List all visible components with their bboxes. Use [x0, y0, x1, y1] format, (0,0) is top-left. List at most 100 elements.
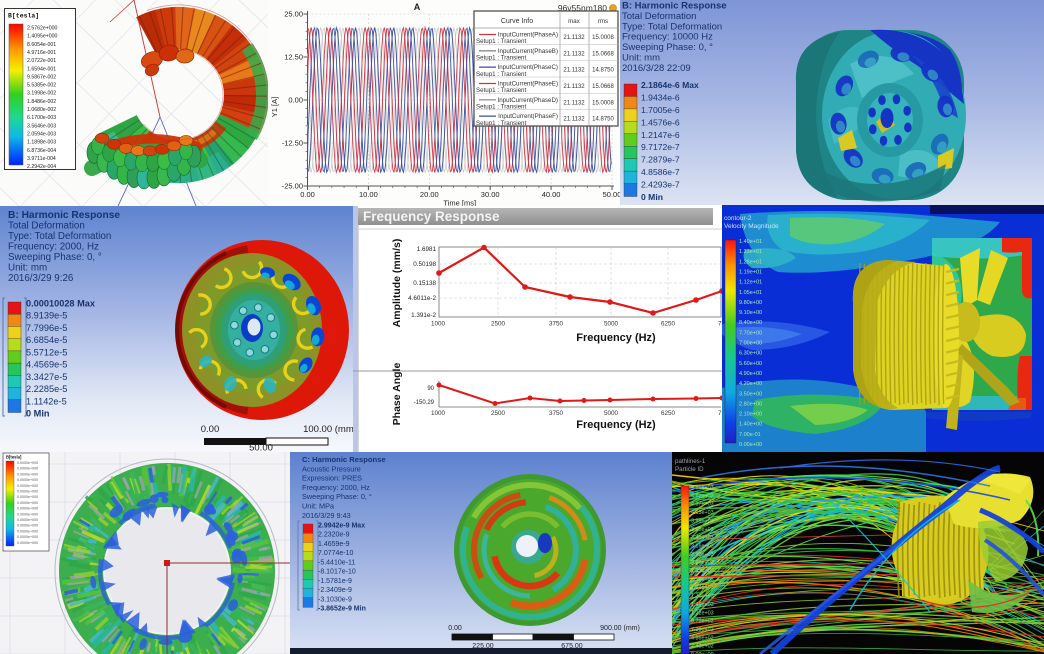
svg-text:Sweeping Phase: 0, °: Sweeping Phase: 0, ° [622, 42, 713, 53]
svg-text:3.5646e-003: 3.5646e-003 [27, 123, 56, 129]
svg-text:Frequency: 10000 Hz: Frequency: 10000 Hz [622, 32, 713, 43]
svg-text:12.50: 12.50 [284, 53, 303, 62]
svg-text:21.1132: 21.1132 [563, 117, 585, 123]
svg-text:Frequency (Hz): Frequency (Hz) [576, 419, 656, 431]
svg-text:Setup1 : Transient: Setup1 : Transient [476, 55, 526, 62]
svg-text:-25.00: -25.00 [282, 182, 303, 191]
svg-text:-2.3409e-9: -2.3409e-9 [318, 587, 352, 594]
svg-text:4.86e+03: 4.86e+03 [691, 485, 714, 491]
svg-text:8.40e+00: 8.40e+00 [739, 320, 762, 326]
svg-text:-12.50: -12.50 [282, 139, 303, 148]
svg-text:1.2147e-6: 1.2147e-6 [641, 130, 680, 140]
svg-text:1.9434e-6: 1.9434e-6 [641, 92, 680, 102]
svg-text:5.5385e-002: 5.5385e-002 [27, 83, 56, 89]
svg-text:0.0000e+000: 0.0000e+000 [17, 541, 38, 545]
svg-text:4.4569e-5: 4.4569e-5 [26, 360, 67, 370]
svg-text:max: max [568, 18, 581, 25]
svg-text:1.26e+01: 1.26e+01 [739, 259, 762, 265]
svg-text:9.72e+02: 9.72e+02 [691, 619, 714, 625]
svg-text:1.6981: 1.6981 [417, 246, 437, 253]
svg-text:7.00e+00: 7.00e+00 [739, 341, 762, 347]
svg-text:4.20e+00: 4.20e+00 [739, 381, 762, 387]
svg-text:6.6854e-5: 6.6854e-5 [26, 335, 67, 345]
svg-text:Sweeping Phase: 0, °: Sweeping Phase: 0, ° [8, 252, 102, 263]
svg-text:900.00 (mm): 900.00 (mm) [600, 625, 640, 632]
svg-text:8.6054e-001: 8.6054e-001 [27, 42, 56, 48]
svg-text:2500: 2500 [491, 410, 506, 417]
svg-text:Sweeping Phase: 0, °: Sweeping Phase: 0, ° [302, 492, 372, 501]
svg-text:B: Harmonic Response: B: Harmonic Response [622, 1, 727, 12]
svg-text:5.60e+00: 5.60e+00 [739, 361, 762, 367]
svg-text:1.8486e-002: 1.8486e-002 [27, 99, 56, 105]
svg-text:9.10e+00: 9.10e+00 [739, 310, 762, 316]
svg-text:2.1864e-6 Max: 2.1864e-6 Max [641, 80, 699, 90]
svg-text:contour-2: contour-2 [724, 215, 752, 222]
svg-text:15.0008: 15.0008 [592, 100, 614, 106]
svg-text:2016/3/29 9:43: 2016/3/29 9:43 [302, 511, 351, 520]
svg-text:0.0000e+000: 0.0000e+000 [17, 518, 38, 522]
svg-text:InputCurrent(PhaseA): InputCurrent(PhaseA) [498, 32, 558, 39]
svg-text:1.4095e+000: 1.4095e+000 [27, 34, 58, 40]
svg-text:-3.8652e-9 Min: -3.8652e-9 Min [318, 606, 366, 613]
svg-text:50.00: 50.00 [249, 443, 273, 454]
svg-text:0.00: 0.00 [201, 424, 220, 435]
svg-text:-150.29: -150.29 [414, 400, 435, 406]
svg-text:1.46e+03: 1.46e+03 [691, 602, 714, 608]
svg-text:1.1142e-5: 1.1142e-5 [26, 396, 67, 406]
svg-text:1.7005e-6: 1.7005e-6 [641, 105, 680, 115]
svg-text:2.10e+00: 2.10e+00 [739, 412, 762, 418]
svg-text:3.1998e-002: 3.1998e-002 [27, 91, 56, 97]
svg-text:25.00: 25.00 [284, 10, 303, 19]
svg-text:7500: 7500 [718, 410, 733, 417]
svg-text:Frequency: 2000, Hz: Frequency: 2000, Hz [8, 242, 99, 253]
svg-text:3.65e+03: 3.65e+03 [691, 527, 714, 533]
svg-text:40.00: 40.00 [542, 190, 561, 199]
svg-text:3.40e+03: 3.40e+03 [691, 535, 714, 541]
svg-text:100.00 (mm): 100.00 (mm) [303, 424, 357, 435]
svg-text:6.30e+00: 6.30e+00 [739, 351, 762, 357]
svg-text:9.7172e-7: 9.7172e-7 [641, 142, 680, 152]
svg-text:0.0000e+000: 0.0000e+000 [17, 524, 38, 528]
svg-text:pathlines-1: pathlines-1 [675, 458, 706, 465]
svg-text:0.15138: 0.15138 [413, 280, 436, 287]
svg-text:14.8750: 14.8750 [592, 117, 614, 123]
svg-text:2.2285e-5: 2.2285e-5 [26, 384, 67, 394]
svg-text:3.3427e-5: 3.3427e-5 [26, 372, 67, 382]
svg-text:Setup1 : Transient: Setup1 : Transient [476, 104, 526, 111]
svg-text:Curve Info: Curve Info [501, 18, 533, 25]
svg-text:Total Deformation: Total Deformation [8, 221, 85, 232]
svg-text:9.80e+00: 9.80e+00 [739, 300, 762, 306]
svg-text:7.0774e-10: 7.0774e-10 [318, 550, 354, 557]
svg-text:4.9716e-001: 4.9716e-001 [27, 50, 56, 56]
svg-text:4.6011e-2: 4.6011e-2 [408, 295, 436, 302]
svg-text:0.0000e+000: 0.0000e+000 [17, 535, 38, 539]
svg-text:2.67e+03: 2.67e+03 [691, 560, 714, 566]
svg-text:4.90e+00: 4.90e+00 [739, 371, 762, 377]
svg-text:4.8586e-7: 4.8586e-7 [641, 167, 680, 177]
svg-text:1.6594e-001: 1.6594e-001 [27, 66, 56, 72]
svg-text:4.62e+03: 4.62e+03 [691, 493, 714, 499]
svg-text:20.00: 20.00 [420, 190, 439, 199]
svg-text:10.00: 10.00 [359, 190, 378, 199]
svg-text:1.33e+01: 1.33e+01 [739, 249, 762, 255]
svg-text:96v55nm180: 96v55nm180 [558, 3, 607, 13]
svg-text:30.00: 30.00 [481, 190, 500, 199]
svg-text:2.43e+03: 2.43e+03 [691, 569, 714, 575]
svg-text:1.391e-2: 1.391e-2 [411, 312, 436, 319]
svg-text:0.0000e+000: 0.0000e+000 [17, 472, 38, 476]
svg-text:5.5712e-5: 5.5712e-5 [26, 347, 67, 357]
svg-text:Frequency (Hz): Frequency (Hz) [576, 332, 656, 344]
svg-text:0.00: 0.00 [448, 625, 462, 632]
svg-text:6250: 6250 [661, 410, 676, 417]
svg-text:50.00: 50.00 [603, 190, 622, 199]
svg-text:Unit: mm: Unit: mm [8, 263, 47, 274]
svg-text:2.2942e-004: 2.2942e-004 [27, 164, 56, 170]
svg-text:9.5867e-002: 9.5867e-002 [27, 74, 56, 80]
svg-text:3750: 3750 [549, 321, 564, 328]
svg-text:0.00010028 Max: 0.00010028 Max [26, 299, 96, 309]
svg-text:1.40e+01: 1.40e+01 [739, 239, 762, 245]
svg-text:0.0000e+000: 0.0000e+000 [17, 495, 38, 499]
svg-text:Time [ms]: Time [ms] [443, 199, 476, 208]
svg-text:15.0668: 15.0668 [592, 51, 614, 57]
svg-text:21.1132: 21.1132 [563, 68, 585, 74]
